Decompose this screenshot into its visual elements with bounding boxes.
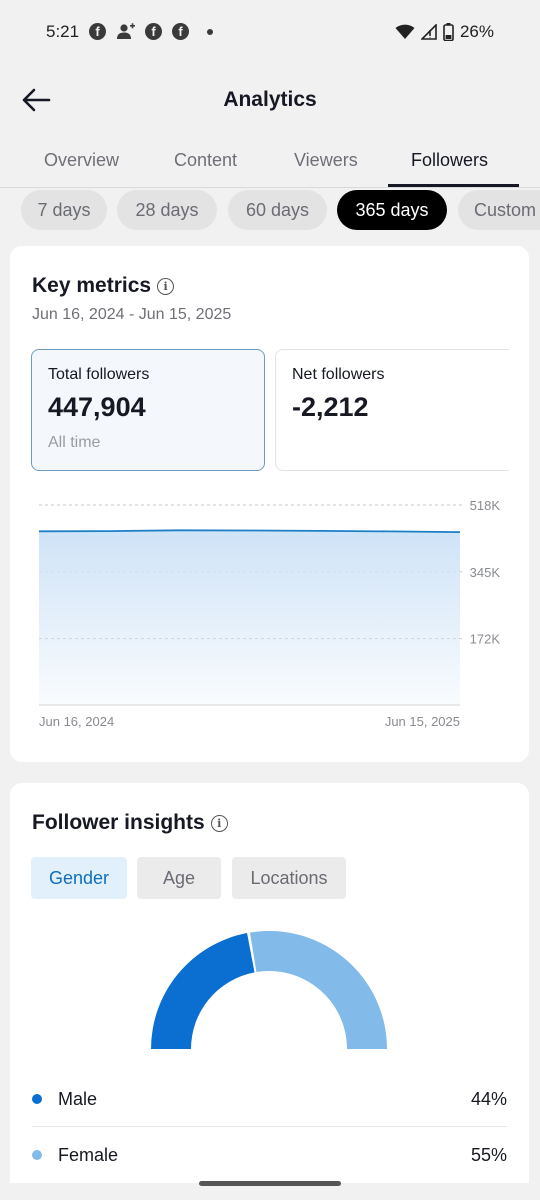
active-tab-indicator: [388, 184, 519, 187]
notification-dot: [207, 28, 213, 35]
metric-net-followers[interactable]: Net followers -2,212: [275, 349, 509, 471]
system-status: 26%: [395, 22, 494, 42]
tab-content[interactable]: Content: [174, 150, 238, 170]
metric-total-followers[interactable]: Total followers 447,904 All time: [31, 349, 265, 471]
follower-insights-title: Follower insights: [32, 811, 205, 834]
metric-label: Total followers: [48, 366, 150, 383]
metric-value: -2,212: [292, 392, 369, 422]
status-time: 5:21: [46, 22, 80, 41]
series-area: [39, 530, 460, 705]
battery-percent: 26%: [459, 22, 494, 41]
tab-overview[interactable]: Overview: [44, 150, 120, 170]
gender-half-donut-chart: [151, 931, 387, 1049]
info-icon[interactable]: i: [210, 814, 228, 832]
legend-label: Male: [58, 1088, 98, 1109]
segment-age[interactable]: Age: [137, 857, 221, 899]
metric-subtext: All time: [48, 434, 101, 451]
wifi-icon: [395, 24, 415, 39]
female-color-dot: [32, 1150, 42, 1160]
legend-divider: [32, 1126, 507, 1127]
x-tick-label: Jun 15, 2025: [385, 714, 460, 729]
info-icon[interactable]: i: [157, 277, 175, 295]
key-metrics-title: Key metrics: [32, 274, 152, 297]
battery-icon: [443, 23, 454, 41]
legend-value: 55%: [470, 1144, 507, 1165]
page-title: Analytics: [223, 88, 317, 111]
date-range-filters: 7 days 28 days 60 days 365 days Custom: [21, 190, 540, 230]
legend-row-female: Female 55%: [32, 1130, 507, 1180]
person-add-icon: [117, 23, 135, 39]
status-bar: 5:21 f f f 26%: [0, 0, 540, 66]
filter-custom[interactable]: Custom: [458, 190, 540, 230]
filter-365-days[interactable]: 365 days: [337, 190, 447, 230]
segment-gender[interactable]: Gender: [31, 857, 127, 899]
x-tick-label: Jun 16, 2024: [39, 714, 114, 729]
segment-locations[interactable]: Locations: [232, 857, 346, 899]
followers-chart: 518K 345K 172K Jun 16, 2024 Jun 15, 2025: [38, 498, 501, 729]
key-metrics-heading: Key metrics i: [32, 274, 175, 298]
y-tick-label: 518K: [470, 498, 501, 513]
donut-segment-male[interactable]: [151, 933, 255, 1049]
date-range: Jun 16, 2024 - Jun 15, 2025: [32, 306, 232, 323]
y-tick-label: 345K: [470, 565, 501, 580]
facebook-icon: f: [145, 23, 162, 40]
follower-insights-card: Follower insights i Gender Age Locations…: [10, 783, 529, 1183]
key-metrics-card: Key metrics i Jun 16, 2024 - Jun 15, 202…: [10, 246, 529, 762]
home-indicator: [199, 1181, 341, 1186]
legend-row-male: Male 44%: [32, 1074, 507, 1124]
top-app-bar: Analytics: [0, 66, 540, 136]
signal-icon: [420, 24, 437, 40]
facebook-icon: f: [172, 23, 189, 40]
male-color-dot: [32, 1094, 42, 1104]
legend-value: 44%: [470, 1088, 507, 1109]
analytics-tabs: Overview Content Viewers Followers: [0, 138, 540, 188]
legend-label: Female: [58, 1144, 119, 1165]
metric-label: Net followers: [292, 366, 385, 383]
filter-7-days[interactable]: 7 days: [21, 190, 107, 230]
donut-segment-female[interactable]: [249, 931, 387, 1049]
tab-viewers[interactable]: Viewers: [294, 150, 358, 170]
arrow-left-icon: [22, 88, 51, 112]
follower-insights-heading: Follower insights i: [32, 811, 228, 835]
back-button[interactable]: [18, 84, 54, 116]
series-line: [38, 529, 461, 533]
y-tick-label: 172K: [470, 632, 501, 647]
tab-followers[interactable]: Followers: [411, 150, 489, 170]
metric-value: 447,904: [48, 392, 146, 422]
notification-icons: f f f: [89, 23, 213, 40]
filter-60-days[interactable]: 60 days: [228, 190, 327, 230]
filter-28-days[interactable]: 28 days: [117, 190, 217, 230]
facebook-icon: f: [89, 23, 106, 40]
